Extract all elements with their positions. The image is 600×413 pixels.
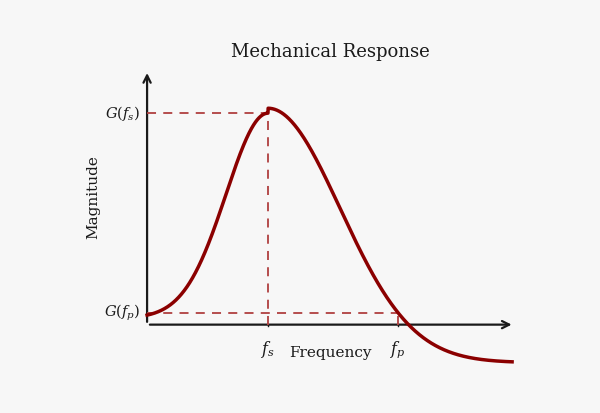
Text: Mechanical Response: Mechanical Response — [232, 43, 430, 61]
Text: $G(f_s)$: $G(f_s)$ — [105, 104, 140, 123]
Text: Magnitude: Magnitude — [86, 156, 101, 240]
Text: $f_p$: $f_p$ — [390, 339, 406, 360]
Text: Frequency: Frequency — [290, 346, 372, 360]
Text: $G(f_p)$: $G(f_p)$ — [104, 303, 140, 323]
Text: $f_s$: $f_s$ — [261, 339, 275, 360]
